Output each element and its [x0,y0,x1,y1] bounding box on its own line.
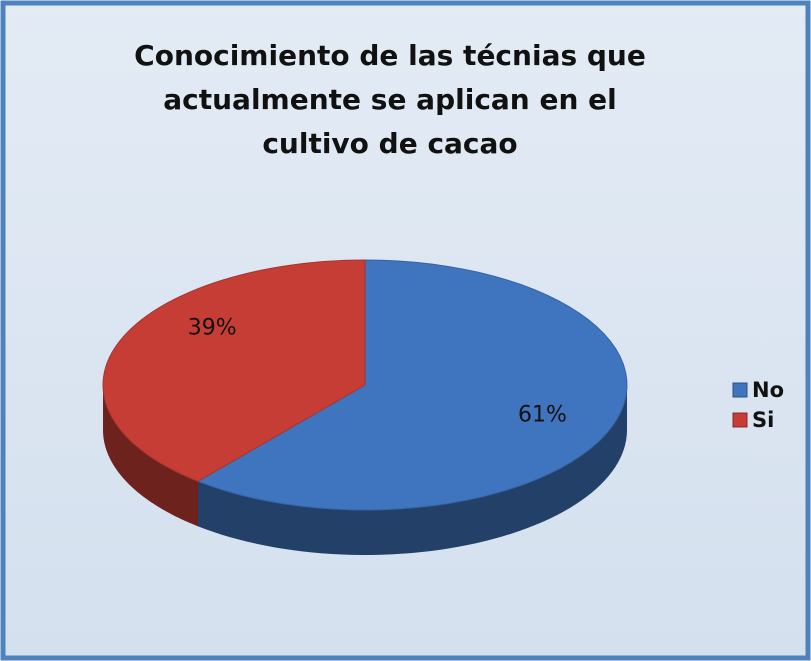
legend-swatch [732,382,748,398]
pie-slice-side [197,385,627,555]
legend-label: No [752,378,784,402]
pie-slice [102,259,366,482]
data-label: 39% [188,316,237,341]
legend-swatch [732,412,748,428]
legend-label: Si [752,408,774,432]
pie-slice-side [103,385,198,527]
data-label: 61% [518,402,567,427]
pie-slice [196,259,628,511]
chart-title: Conocimiento de las técnias que actualme… [134,39,646,160]
